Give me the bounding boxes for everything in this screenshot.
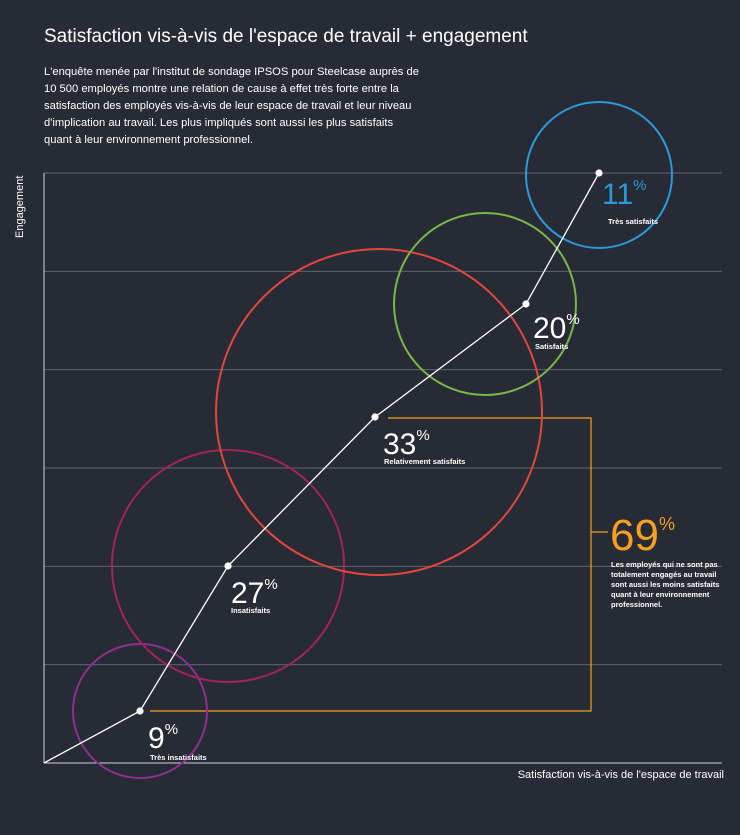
data-label-category: Insatisfaits (231, 606, 270, 615)
bubble-0 (72, 643, 208, 779)
intro-paragraph: L'enquête menée par l'institut de sondag… (44, 66, 419, 146)
summary-text: Les employés qui ne sont pas totalement … (611, 560, 720, 609)
trend-line (43, 172, 600, 764)
data-point-dot (136, 707, 144, 715)
x-axis-label: Satisfaction vis-à-vis de l'espace de tr… (517, 769, 724, 781)
data-point-dot (224, 562, 232, 570)
bubble-2 (215, 248, 543, 576)
data-label-value: 33% (383, 427, 430, 461)
data-label-category: Satisfaits (535, 342, 568, 351)
data-label-value: 11% (602, 177, 647, 211)
grid-lines (44, 172, 722, 666)
data-label-unit: % (264, 576, 277, 593)
summary-value: 69% (610, 511, 675, 560)
data-label-unit: % (416, 427, 429, 444)
data-point-dot (371, 413, 379, 421)
data-label-unit: % (165, 721, 178, 738)
bubble-4 (525, 101, 673, 249)
bubble-1 (111, 449, 345, 683)
data-label-category: Relativement satisfaits (384, 457, 465, 466)
data-point-dot (522, 300, 530, 308)
data-point-dot (595, 169, 603, 177)
summary-bracket (150, 417, 592, 712)
data-label-value: 9% (148, 721, 178, 755)
data-label-value: 27% (231, 576, 278, 610)
bubble-3 (393, 212, 577, 396)
data-label-unit: % (566, 311, 579, 328)
page-title: Satisfaction vis-à-vis de l'espace de tr… (44, 26, 528, 47)
data-label-category: Très satisfaits (608, 217, 658, 226)
data-label-unit: % (633, 177, 646, 194)
summary-unit: % (659, 514, 675, 534)
data-label-category: Très insatisfaits (150, 753, 207, 762)
